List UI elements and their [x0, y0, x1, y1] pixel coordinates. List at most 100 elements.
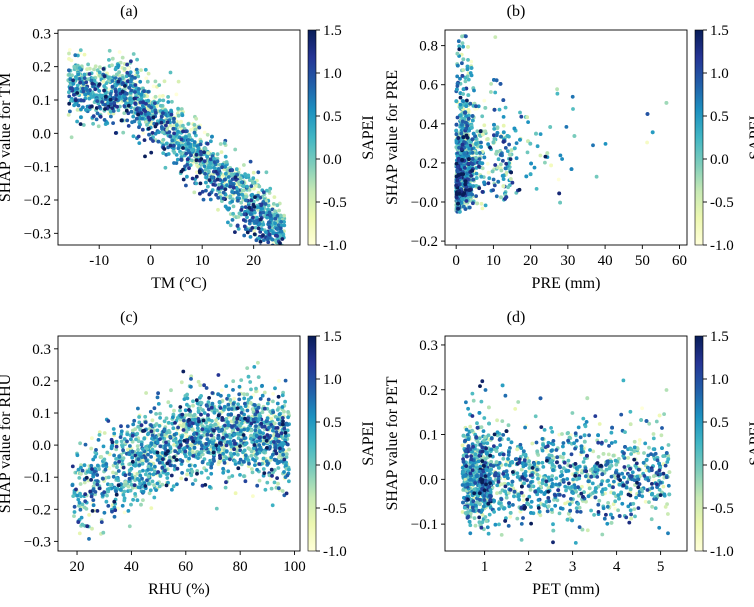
scatter-point [115, 105, 119, 109]
scatter-point [270, 474, 274, 478]
scatter-point [219, 441, 223, 445]
scatter-point [120, 119, 124, 123]
scatter-point [548, 125, 552, 129]
scatter-point [141, 128, 145, 132]
scatter-point [489, 90, 493, 94]
scatter-point [85, 67, 89, 71]
scatter-point [278, 447, 282, 451]
scatter-point [225, 206, 229, 210]
scatter-point [216, 159, 220, 163]
scatter-point [504, 167, 508, 171]
scatter-point [202, 150, 206, 154]
scatter-point [244, 454, 248, 458]
x-tick-label: 20 [246, 253, 261, 269]
scatter-point [244, 479, 248, 483]
scatter-point [114, 90, 118, 94]
scatter-point [156, 458, 160, 462]
scatter-point [98, 487, 102, 491]
x-tick-label: -10 [89, 253, 109, 269]
scatter-point [257, 227, 261, 231]
scatter-point [280, 268, 284, 272]
scatter-point [153, 436, 157, 440]
scatter-point [71, 494, 75, 498]
scatter-point [181, 370, 185, 374]
scatter-point [265, 481, 269, 485]
scatter-point [227, 394, 231, 398]
scatter-point [132, 134, 136, 138]
scatter-point [471, 178, 475, 182]
scatter-point [152, 496, 156, 500]
scatter-point [131, 450, 135, 454]
scatter-point [152, 85, 156, 89]
scatter-point [286, 474, 290, 478]
scatter-point [502, 130, 506, 134]
scatter-point [475, 176, 479, 180]
scatter-point [74, 98, 78, 102]
scatter-point [470, 193, 474, 197]
scatter-point [203, 411, 207, 415]
scatter-point [232, 402, 236, 406]
scatter-point [197, 126, 201, 130]
y-tick-label: 0.2 [419, 156, 438, 172]
scatter-point [495, 133, 499, 137]
scatter-point [83, 73, 87, 77]
scatter-point [254, 387, 258, 391]
scatter-point [114, 457, 118, 461]
scatter-point [156, 482, 160, 486]
scatter-point [218, 401, 222, 405]
scatter-point [259, 240, 263, 244]
scatter-point [560, 157, 564, 161]
scatter-point [179, 477, 183, 481]
scatter-point [456, 165, 460, 169]
scatter-point [459, 103, 463, 107]
scatter-point [123, 483, 127, 487]
scatter-point [479, 141, 483, 145]
scatter-point [122, 456, 126, 460]
scatter-point [242, 218, 246, 222]
scatter-point [129, 489, 133, 493]
scatter-point [187, 133, 191, 137]
scatter-point [123, 67, 127, 71]
scatter-point [107, 476, 111, 480]
scatter-point [137, 485, 141, 489]
scatter-point [122, 493, 126, 497]
scatter-point [565, 125, 569, 129]
scatter-point [72, 65, 76, 69]
scatter-point [467, 117, 471, 121]
scatter-point [178, 409, 182, 413]
scatter-point [465, 199, 469, 203]
scatter-point [171, 415, 175, 419]
scatter-point [210, 462, 214, 466]
scatter-point [193, 418, 197, 422]
scatter-point [277, 395, 281, 399]
scatter-point [231, 212, 235, 216]
scatter-point [137, 135, 141, 139]
scatter-point [97, 467, 101, 471]
scatter-point [287, 479, 291, 483]
scatter-point [165, 476, 169, 480]
scatter-point [79, 122, 83, 126]
scatter-point [238, 473, 242, 477]
scatter-point [184, 152, 188, 156]
scatter-point [549, 164, 553, 168]
scatter-point [140, 455, 144, 459]
scatter-point [275, 433, 279, 437]
scatter-point [281, 393, 285, 397]
scatter-point [123, 511, 127, 515]
scatter-point [247, 462, 251, 466]
scatter-point [259, 397, 263, 401]
scatter-point [246, 174, 250, 178]
scatter-point [492, 178, 496, 182]
scatter-point [164, 441, 168, 445]
scatter-point [506, 134, 510, 138]
scatter-point [169, 71, 173, 75]
scatter-point [250, 467, 254, 471]
scatter-point [273, 458, 277, 462]
scatter-point [131, 434, 135, 438]
scatter-point [191, 470, 195, 474]
scatter-point [243, 443, 247, 447]
scatter-point [254, 424, 258, 428]
scatter-point [240, 208, 244, 212]
scatter-point [236, 466, 240, 470]
